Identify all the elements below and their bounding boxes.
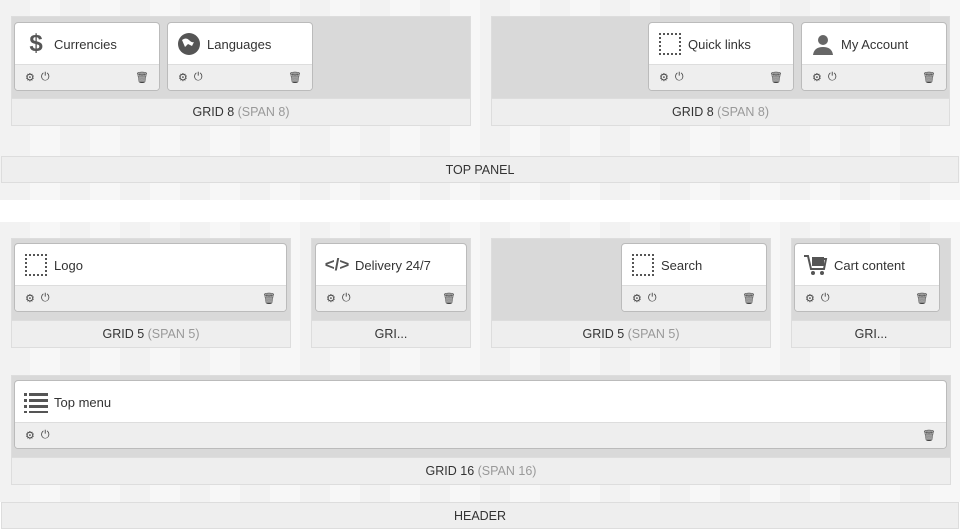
trash-icon[interactable]: 🗑︎ <box>742 293 756 305</box>
module-quick-links[interactable]: Quick links ⚙ ⏻ 🗑︎ <box>648 22 794 91</box>
placeholder-icon <box>630 252 656 278</box>
grid-label: GRID 8 (SPAN 8) <box>12 98 470 125</box>
gear-icon[interactable]: ⚙ <box>25 72 35 84</box>
grid-name: GRID 8 <box>192 105 235 119</box>
trash-icon[interactable]: 🗑︎ <box>915 293 929 305</box>
gear-icon[interactable]: ⚙ <box>25 293 35 305</box>
gear-icon[interactable]: ⚙ <box>178 72 188 84</box>
gear-icon[interactable]: ⚙ <box>659 72 669 84</box>
module-delivery-24-7[interactable]: </> Delivery 24/7 ⚙ ⏻ 🗑︎ <box>315 243 467 312</box>
header-label: HEADER <box>453 509 507 523</box>
module-title: Currencies <box>54 36 117 52</box>
header-bar[interactable]: HEADER <box>1 502 959 529</box>
gear-icon[interactable]: ⚙ <box>326 293 336 305</box>
grid-span: (SPAN 5) <box>627 327 680 341</box>
globe-icon <box>176 31 202 57</box>
grid-name: GRI... <box>854 327 888 341</box>
module-title: My Account <box>841 36 909 52</box>
trash-icon[interactable]: 🗑︎ <box>769 72 783 84</box>
module-top-menu[interactable]: Top menu ⚙ ⏻ 🗑︎ <box>14 380 947 449</box>
grid-name: GRI... <box>374 327 408 341</box>
power-icon[interactable]: ⏻ <box>827 71 837 83</box>
grid-span: (SPAN 8) <box>717 105 770 119</box>
grid-name: GRID 5 <box>582 327 625 341</box>
trash-icon[interactable]: 🗑︎ <box>922 72 936 84</box>
power-icon[interactable]: ⏻ <box>40 71 50 83</box>
module-languages[interactable]: Languages ⚙ ⏻ 🗑︎ <box>167 22 313 91</box>
module-title: Logo <box>54 257 83 273</box>
grid-label: GRID 16 (SPAN 16) <box>12 457 950 484</box>
power-icon[interactable]: ⏻ <box>674 71 684 83</box>
power-icon[interactable]: ⏻ <box>40 292 50 304</box>
grid-span: (SPAN 5) <box>147 327 200 341</box>
module-cart-content[interactable]: Cart content ⚙ ⏻ 🗑︎ <box>794 243 940 312</box>
grid-label: GRI... <box>792 320 950 347</box>
grid-label: GRID 5 (SPAN 5) <box>492 320 770 347</box>
gear-icon[interactable]: ⚙ <box>632 293 642 305</box>
module-my-account[interactable]: My Account ⚙ ⏻ 🗑︎ <box>801 22 947 91</box>
dollar-icon: $ <box>29 30 43 57</box>
grid-span: (SPAN 8) <box>237 105 290 119</box>
power-icon[interactable]: ⏻ <box>341 292 351 304</box>
trash-icon[interactable]: 🗑︎ <box>262 293 276 305</box>
grid-name: GRID 8 <box>671 105 714 119</box>
grid-label: GRI... <box>312 320 470 347</box>
trash-icon[interactable]: 🗑︎ <box>442 293 456 305</box>
user-icon <box>810 31 836 57</box>
module-search[interactable]: Search ⚙ ⏻ 🗑︎ <box>621 243 767 312</box>
gear-icon[interactable]: ⚙ <box>805 293 815 305</box>
placeholder-icon <box>23 252 49 278</box>
power-icon[interactable]: ⏻ <box>40 429 50 441</box>
module-title: Top menu <box>54 394 112 410</box>
power-icon[interactable]: ⏻ <box>647 292 657 304</box>
module-logo[interactable]: Logo ⚙ ⏻ 🗑︎ <box>14 243 287 312</box>
top-panel-label: TOP PANEL <box>445 163 515 177</box>
grid-label: GRID 8 (SPAN 8) <box>492 98 949 125</box>
grid-label: GRID 5 (SPAN 5) <box>12 320 290 347</box>
module-title: Search <box>661 257 703 273</box>
trash-icon[interactable]: 🗑︎ <box>135 72 149 84</box>
placeholder-icon <box>657 31 683 57</box>
grid-name: GRID 16 <box>425 464 475 478</box>
list-icon <box>23 389 49 415</box>
grid-name: GRID 5 <box>102 327 145 341</box>
top-panel-bar[interactable]: TOP PANEL <box>1 156 959 183</box>
gear-icon[interactable]: ⚙ <box>812 72 822 84</box>
gear-icon[interactable]: ⚙ <box>25 430 35 442</box>
trash-icon[interactable]: 🗑︎ <box>922 430 936 442</box>
module-currencies[interactable]: $ Currencies ⚙ ⏻ 🗑︎ <box>14 22 160 91</box>
grid-span: (SPAN 16) <box>477 464 537 478</box>
power-icon[interactable]: ⏻ <box>193 71 203 83</box>
code-icon: </> <box>324 255 350 274</box>
power-icon[interactable]: ⏻ <box>820 292 830 304</box>
module-title: Languages <box>207 36 272 52</box>
cart-icon <box>803 252 829 278</box>
module-title: Quick links <box>688 36 751 52</box>
module-title: Cart content <box>834 257 905 273</box>
module-title: Delivery 24/7 <box>355 257 431 273</box>
trash-icon[interactable]: 🗑︎ <box>288 72 302 84</box>
